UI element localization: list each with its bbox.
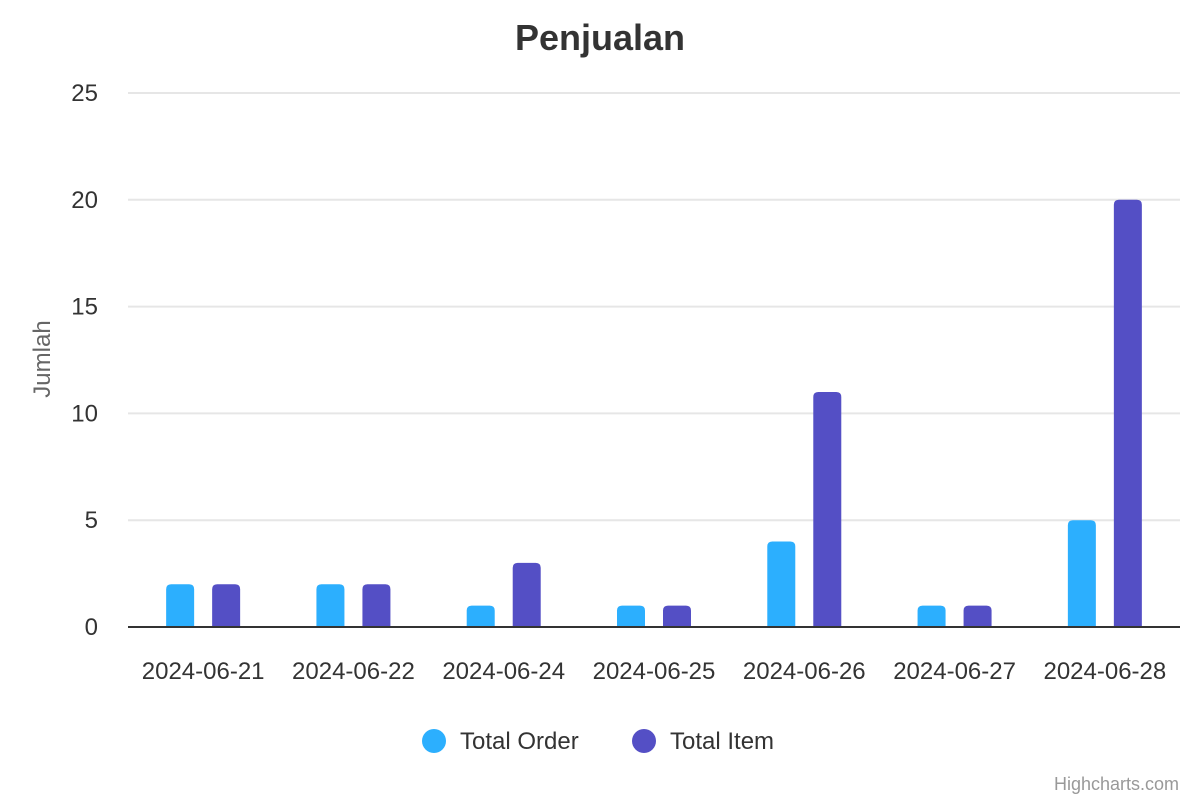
bars	[166, 199, 1142, 628]
bar-total-item[interactable]	[663, 605, 691, 627]
credits-link[interactable]: Highcharts.com	[1054, 774, 1179, 794]
legend-label: Total Item	[670, 728, 774, 755]
y-tick-label: 10	[71, 400, 98, 427]
x-tick-label: 2024-06-27	[893, 658, 1016, 685]
bar-total-order[interactable]	[466, 605, 495, 627]
y-tick-label: 15	[71, 294, 98, 321]
x-tick-label: 2024-06-26	[743, 658, 866, 685]
bar-total-item[interactable]	[362, 584, 391, 627]
bar-total-order[interactable]	[316, 584, 345, 627]
x-tick-label: 2024-06-22	[292, 658, 415, 685]
legend-marker	[632, 729, 656, 753]
bar-total-order[interactable]	[1067, 520, 1096, 627]
bar-total-item[interactable]	[212, 584, 241, 627]
legend-marker	[422, 729, 446, 753]
y-tick-label: 0	[85, 614, 98, 641]
x-axis-ticks: 2024-06-21 2024-06-22 2024-06-24 2024-06-25…	[142, 658, 1166, 685]
legend-item-total-item[interactable]: Total Item	[632, 728, 774, 755]
legend-item-total-order[interactable]: Total Order	[422, 728, 579, 755]
bar-total-order[interactable]	[917, 605, 946, 627]
x-tick-label: 2024-06-24	[442, 658, 565, 685]
bar-total-item[interactable]	[1113, 199, 1142, 628]
bar-total-item[interactable]	[963, 605, 992, 627]
x-tick-label: 2024-06-25	[593, 658, 716, 685]
legend: Total Order Total Item	[422, 728, 774, 755]
y-tick-label: 20	[71, 187, 98, 214]
bar-total-order[interactable]	[767, 541, 796, 627]
bar-total-order[interactable]	[166, 584, 195, 627]
bar-total-item[interactable]	[813, 392, 842, 627]
bar-total-item[interactable]	[512, 562, 541, 627]
x-tick-label: 2024-06-28	[1043, 658, 1166, 685]
x-tick-label: 2024-06-21	[142, 658, 265, 685]
bar-total-order[interactable]	[617, 605, 645, 627]
y-axis-ticks: 0 5 10 15 20 25	[71, 80, 98, 641]
gridlines	[128, 92, 1180, 522]
y-axis-label: Jumlah	[29, 320, 56, 397]
y-tick-label: 25	[71, 80, 98, 107]
legend-label: Total Order	[460, 728, 579, 755]
chart-title: Penjualan	[515, 17, 685, 58]
y-tick-label: 5	[85, 507, 98, 534]
